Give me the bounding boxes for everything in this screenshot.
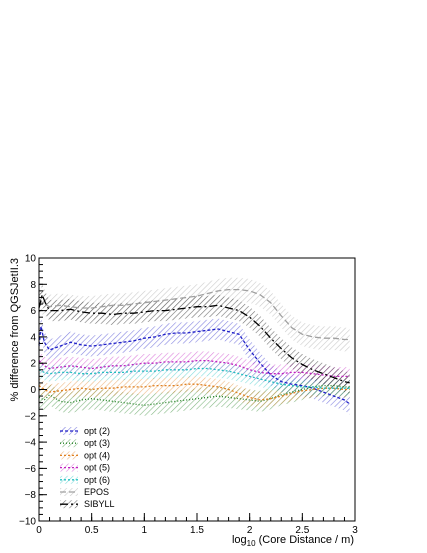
- legend-label-epos: EPOS: [84, 487, 109, 497]
- line-opt-6-: [38, 367, 350, 389]
- x-tick-label: 1: [142, 525, 148, 536]
- legend-swatch-opt-2-: [60, 427, 78, 435]
- y-tick-label: −2: [25, 411, 37, 422]
- x-tick-label: 2.5: [295, 525, 309, 536]
- legend: opt (2) opt (3) opt (4) opt (5) opt (6) EPOS S…: [60, 426, 115, 509]
- legend-swatch-sibyll: [60, 500, 78, 509]
- y-tick-label: 6: [30, 306, 36, 317]
- x-tick-label: 3: [352, 525, 358, 536]
- x-axis-title: log10 (Core Distance / m): [232, 534, 354, 548]
- y-tick-label: 2: [30, 359, 36, 370]
- x-axis: 0 0.5 1 1.5 2 2.5 3: [36, 513, 358, 536]
- y-tick-label: −6: [25, 464, 37, 475]
- legend-label-opt-5-: opt (5): [84, 463, 110, 473]
- line-epos: [38, 288, 350, 341]
- legend-label-opt-4-: opt (4): [84, 450, 110, 460]
- y-axis-title: % difference from QGSJetII.3: [9, 258, 21, 401]
- line-opt-5-: [38, 359, 350, 378]
- legend-label-opt-3-: opt (3): [84, 438, 110, 448]
- x-axis-title-log: log: [232, 534, 247, 546]
- line-opt-3-: [38, 384, 350, 406]
- y-tick-label: −10: [19, 517, 36, 528]
- x-tick-label: 1.5: [190, 525, 204, 536]
- band-epos: [39, 277, 350, 352]
- band-opt-4-: [39, 376, 350, 408]
- y-tick-label: −4: [25, 438, 37, 449]
- legend-label-sibyll: SIBYLL: [84, 499, 115, 509]
- legend-label-opt-2-: opt (2): [84, 426, 110, 436]
- y-tick-label: 4: [30, 332, 36, 343]
- band-opt-2-: [39, 315, 350, 415]
- y-axis: −10 −8 −6 −4 −2 0 2 4 6 8 10: [19, 254, 47, 528]
- line-opt-2-: [38, 326, 351, 405]
- y-tick-label: 10: [25, 254, 37, 265]
- legend-label-opt-6-: opt (6): [84, 475, 110, 485]
- y-tick-label: 0: [30, 385, 36, 396]
- band-sibyll: [39, 284, 350, 394]
- x-tick-label: 0: [36, 525, 42, 536]
- uncertainty-bands: [39, 277, 350, 416]
- y-tick-label: −8: [25, 490, 37, 501]
- x-tick-label: 2: [247, 525, 253, 536]
- x-axis-title-subscript: 10: [247, 539, 256, 548]
- y-tick-label: 8: [30, 280, 36, 291]
- x-axis-title-rest: (Core Distance / m): [256, 534, 354, 546]
- band-opt-6-: [39, 360, 350, 397]
- line-sibyll: [38, 292, 350, 384]
- x-tick-label: 0.5: [85, 525, 99, 536]
- series-lines: [38, 288, 351, 406]
